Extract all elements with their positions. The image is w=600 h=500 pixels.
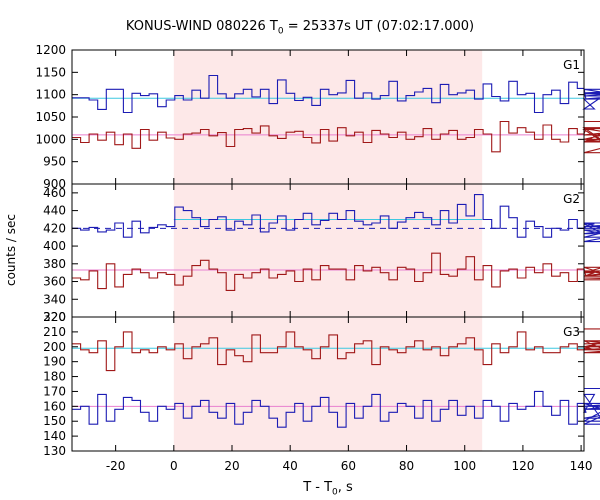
y-tick-label: 900: [43, 177, 66, 191]
panel-frame: [71, 316, 585, 452]
y-tick-label: 950: [43, 155, 66, 169]
highlight-interval: [173, 50, 483, 451]
panel-label: G2: [563, 192, 580, 206]
x-tick-label: 0: [170, 459, 178, 473]
series-upper-g2: [72, 194, 600, 243]
y-tick-label: 200: [43, 340, 66, 354]
y-tick-label: 400: [43, 239, 66, 253]
y-tick-label: 210: [43, 325, 66, 339]
y-tick-label: 440: [43, 204, 66, 218]
title-main: KONUS-WIND 080226 T: [125, 19, 278, 34]
x-axis-label: T - T0, s: [0, 480, 600, 498]
y-tick-label: 1150: [35, 65, 66, 79]
y-tick-label: 180: [43, 370, 66, 384]
chart-title: KONUS-WIND 080226 T0 = 25337s UT (07:02:…: [0, 19, 600, 37]
series-upper-g1: [72, 74, 600, 114]
xlabel-rest: , s: [337, 480, 353, 495]
x-tick-label: 60: [341, 459, 356, 473]
y-tick-label: 140: [43, 429, 66, 443]
series-upper-g3: [72, 328, 600, 372]
y-tick-label: 160: [43, 399, 66, 413]
y-tick-label: 1200: [35, 43, 66, 57]
series-lower-g1: [72, 120, 600, 154]
y-tick-label: 420: [43, 221, 66, 235]
x-tick-label: 140: [570, 459, 593, 473]
x-tick-label: 120: [511, 459, 534, 473]
x-tick-label: 40: [283, 459, 298, 473]
y-tick-label: 1050: [35, 110, 66, 124]
y-tick-label: 170: [43, 384, 66, 398]
y-tick-label: 340: [43, 292, 66, 306]
panel-label: G3: [563, 325, 580, 339]
x-tick-label: 20: [224, 459, 239, 473]
x-tick-label: 80: [399, 459, 414, 473]
xlabel-subscript: 0: [332, 487, 338, 498]
x-tick-label: -20: [106, 459, 126, 473]
y-tick-label: 150: [43, 414, 66, 428]
y-tick-label: 460: [43, 186, 66, 200]
y-tick-label: 1000: [35, 132, 66, 146]
x-tick-label: 100: [453, 459, 476, 473]
panel-label: G1: [563, 58, 580, 72]
series-lower-g3: [72, 387, 600, 428]
y-tick-label: 1100: [35, 88, 66, 102]
y-tick-label: 360: [43, 275, 66, 289]
xlabel-main: T - T: [303, 480, 333, 495]
y-tick-label: 220: [43, 310, 66, 324]
series-lower-g2: [72, 252, 600, 291]
y-tick-label: 320: [43, 310, 66, 324]
y-tick-label: 380: [43, 257, 66, 271]
y-tick-label: 190: [43, 355, 66, 369]
y-tick-label: 130: [43, 444, 66, 458]
title-rest: = 25337s UT (07:02:17.000): [283, 19, 475, 34]
title-subscript: 0: [277, 26, 284, 37]
panel-g2: 320 340 360 380 400 420 440 460 G2: [43, 183, 600, 324]
